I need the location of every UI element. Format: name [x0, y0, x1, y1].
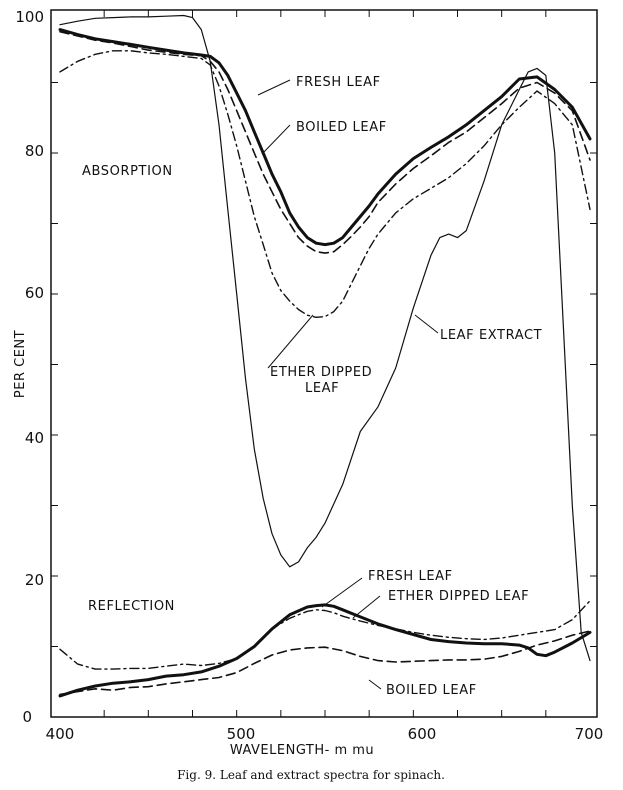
y-tick-label-100: 100	[15, 8, 44, 26]
leader-leaf-extract	[414, 314, 439, 334]
region-label-reflection: REFLECTION	[88, 599, 175, 614]
leader-r-boiled-leaf	[368, 679, 382, 690]
x-tick-label-400: 400	[46, 725, 75, 743]
plot-frame	[50, 9, 598, 718]
leader-r-fresh-leaf	[321, 577, 363, 608]
y-axis-title: PER CENT	[13, 330, 28, 398]
label-ether-dipped-line1: ETHER DIPPED	[270, 365, 372, 380]
figure-caption: Fig. 9. Leaf and extract spectra for spi…	[177, 768, 445, 782]
y-tick-label-40: 40	[25, 429, 44, 447]
series-absorption-ether-dipped-leaf	[59, 50, 591, 318]
x-tick-label-500: 500	[227, 725, 256, 743]
label-boiled-leaf: BOILED LEAF	[296, 120, 387, 135]
leader-lines	[257, 79, 439, 690]
label-r-ether-dipped-leaf: ETHER DIPPED LEAF	[388, 589, 529, 604]
label-fresh-leaf: FRESH LEAF	[296, 75, 381, 90]
x-tick-label-700: 700	[575, 725, 604, 743]
x-axis-title: WAVELENGTH- m mu	[230, 743, 374, 758]
series-group	[58, 14, 592, 698]
series-reflection-boiled-leaf	[59, 630, 591, 696]
label-r-boiled-leaf: BOILED LEAF	[386, 683, 477, 698]
leader-ether-dipped	[267, 314, 314, 369]
y-tick-label-20: 20	[25, 571, 44, 589]
label-r-fresh-leaf: FRESH LEAF	[368, 569, 453, 584]
leader-r-ether-dipped	[352, 595, 381, 619]
tick-marks	[51, 10, 597, 717]
series-absorption-boiled-leaf	[59, 30, 591, 254]
region-label-absorption: ABSORPTION	[82, 164, 173, 179]
leader-fresh-leaf	[257, 79, 291, 96]
label-leaf-extract: LEAF EXTRACT	[440, 328, 542, 343]
y-tick-label-60: 60	[25, 284, 44, 302]
leader-boiled-leaf	[261, 124, 291, 155]
series-reflection-ether-dipped-leaf	[59, 600, 591, 670]
series-absorption-fresh-leaf	[58, 28, 592, 247]
series-reflection-fresh-leaf	[58, 603, 592, 698]
x-tick-label-600: 600	[408, 725, 437, 743]
label-ether-dipped-line2: LEAF	[305, 381, 339, 396]
y-tick-label-80: 80	[25, 142, 44, 160]
y-tick-label-0: 0	[22, 708, 32, 726]
series-absorption-leaf-extract	[59, 14, 591, 662]
